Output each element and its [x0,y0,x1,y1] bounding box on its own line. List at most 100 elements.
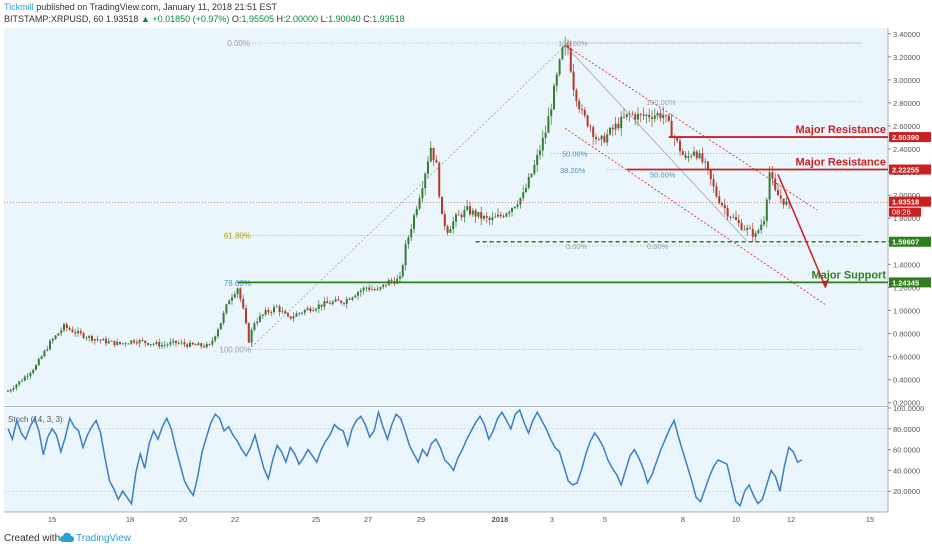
last-price: 1.93518 [105,14,139,24]
time-tick-label: 18 [126,515,134,524]
candle-body [119,341,121,344]
candle-body [547,116,550,133]
candle-body [474,210,477,217]
candle-body [365,287,368,289]
time-tick-label: 5 [603,515,607,524]
candle-body [760,224,763,231]
candle-body [373,289,376,291]
price-tick-label: 3.00000 [893,76,920,85]
candle-body [231,297,233,301]
candle-body [676,137,679,141]
candle-body [340,300,343,304]
candle-body [513,206,516,209]
candle-body [637,113,639,120]
candle-body [438,162,441,197]
candle-body [127,343,130,345]
candle-body [569,47,572,72]
candle-body [645,114,648,117]
candle-body [385,284,387,286]
candle-body [407,237,410,244]
candle-body [323,301,326,307]
last-price-tag [889,196,931,207]
candle-body [639,113,642,115]
candle-body [418,198,421,209]
candle-body [463,209,466,218]
candle-body [539,150,541,155]
time-tick-label: 27 [364,515,372,524]
candle-body [625,113,628,118]
open-value: 1.95505 [241,14,274,24]
candle-body [259,315,261,322]
candle-body [690,155,693,157]
candle-body [26,375,29,377]
candle-body [653,115,656,119]
time-tick-label: 3 [550,515,554,524]
resistance-level-label: Major Resistance [796,124,886,136]
candle-body [502,216,505,217]
publisher-name[interactable]: Tickmill [4,2,34,12]
candle-body [49,340,51,350]
published-text: published on TradingView.com, January 11… [36,2,278,12]
candle-body [718,196,721,204]
candle-body [326,301,329,304]
tradingview-link[interactable]: TradingView [76,533,132,544]
candle-body [735,216,737,220]
candle-body [273,307,275,313]
candle-body [659,113,662,119]
candle-body [687,156,690,158]
candle-body [334,299,337,302]
osc-tick-label: 40.0000 [893,466,920,475]
candle-body [424,173,427,189]
candle-body [270,312,273,313]
candle-body [446,226,449,233]
candle-body [222,312,225,323]
candle-body [309,308,312,312]
candle-body [138,340,141,344]
time-tick-label: 22 [231,515,239,524]
candle-body [256,321,259,324]
candle-body [488,217,491,221]
candle-body [698,153,701,159]
candle-body [242,298,245,309]
candle-body [110,340,113,342]
price-tick-label: 0.80000 [893,330,920,339]
stochastic-line [7,408,803,508]
candle-body [614,123,617,130]
candle-body [774,178,777,191]
candle-body [189,342,191,347]
candle-body [564,44,567,48]
fib2-level-label: 38.20% [560,166,586,175]
candle-body [651,117,653,119]
open-label: O: [231,14,242,24]
candle-body [746,227,749,230]
candle-body [522,192,525,198]
candle-body [466,206,469,210]
candle-body [707,161,709,170]
candle-body [452,221,455,230]
candle-body [155,342,158,344]
close-label: C: [363,14,373,24]
fib1-level-label: 78.60% [224,279,251,288]
candle-body [359,290,362,293]
candle-body [508,211,511,214]
candle-body [124,343,127,345]
candle-body [82,333,85,338]
candle-body [295,313,298,317]
candle-body [721,203,723,206]
candle-body [317,304,320,309]
candle-body [715,186,718,197]
candle-body [43,350,46,357]
publish-info: Tickmill published on TradingView.com, J… [4,1,277,13]
last-price-tag-label: 1.93518 [892,198,919,207]
candle-body [421,188,424,199]
candle-body [712,179,715,187]
chart-canvas[interactable]: 3.40000 3.20000 3.00000 2.80000 2.60000 2.400… [0,0,932,528]
candle-body [429,147,432,162]
candle-body [74,332,77,334]
candle-body [499,214,502,217]
candle-body [693,151,695,156]
candle-body [432,147,435,161]
candle-body [679,140,681,152]
candle-body [23,376,26,381]
candle-body [662,114,665,119]
